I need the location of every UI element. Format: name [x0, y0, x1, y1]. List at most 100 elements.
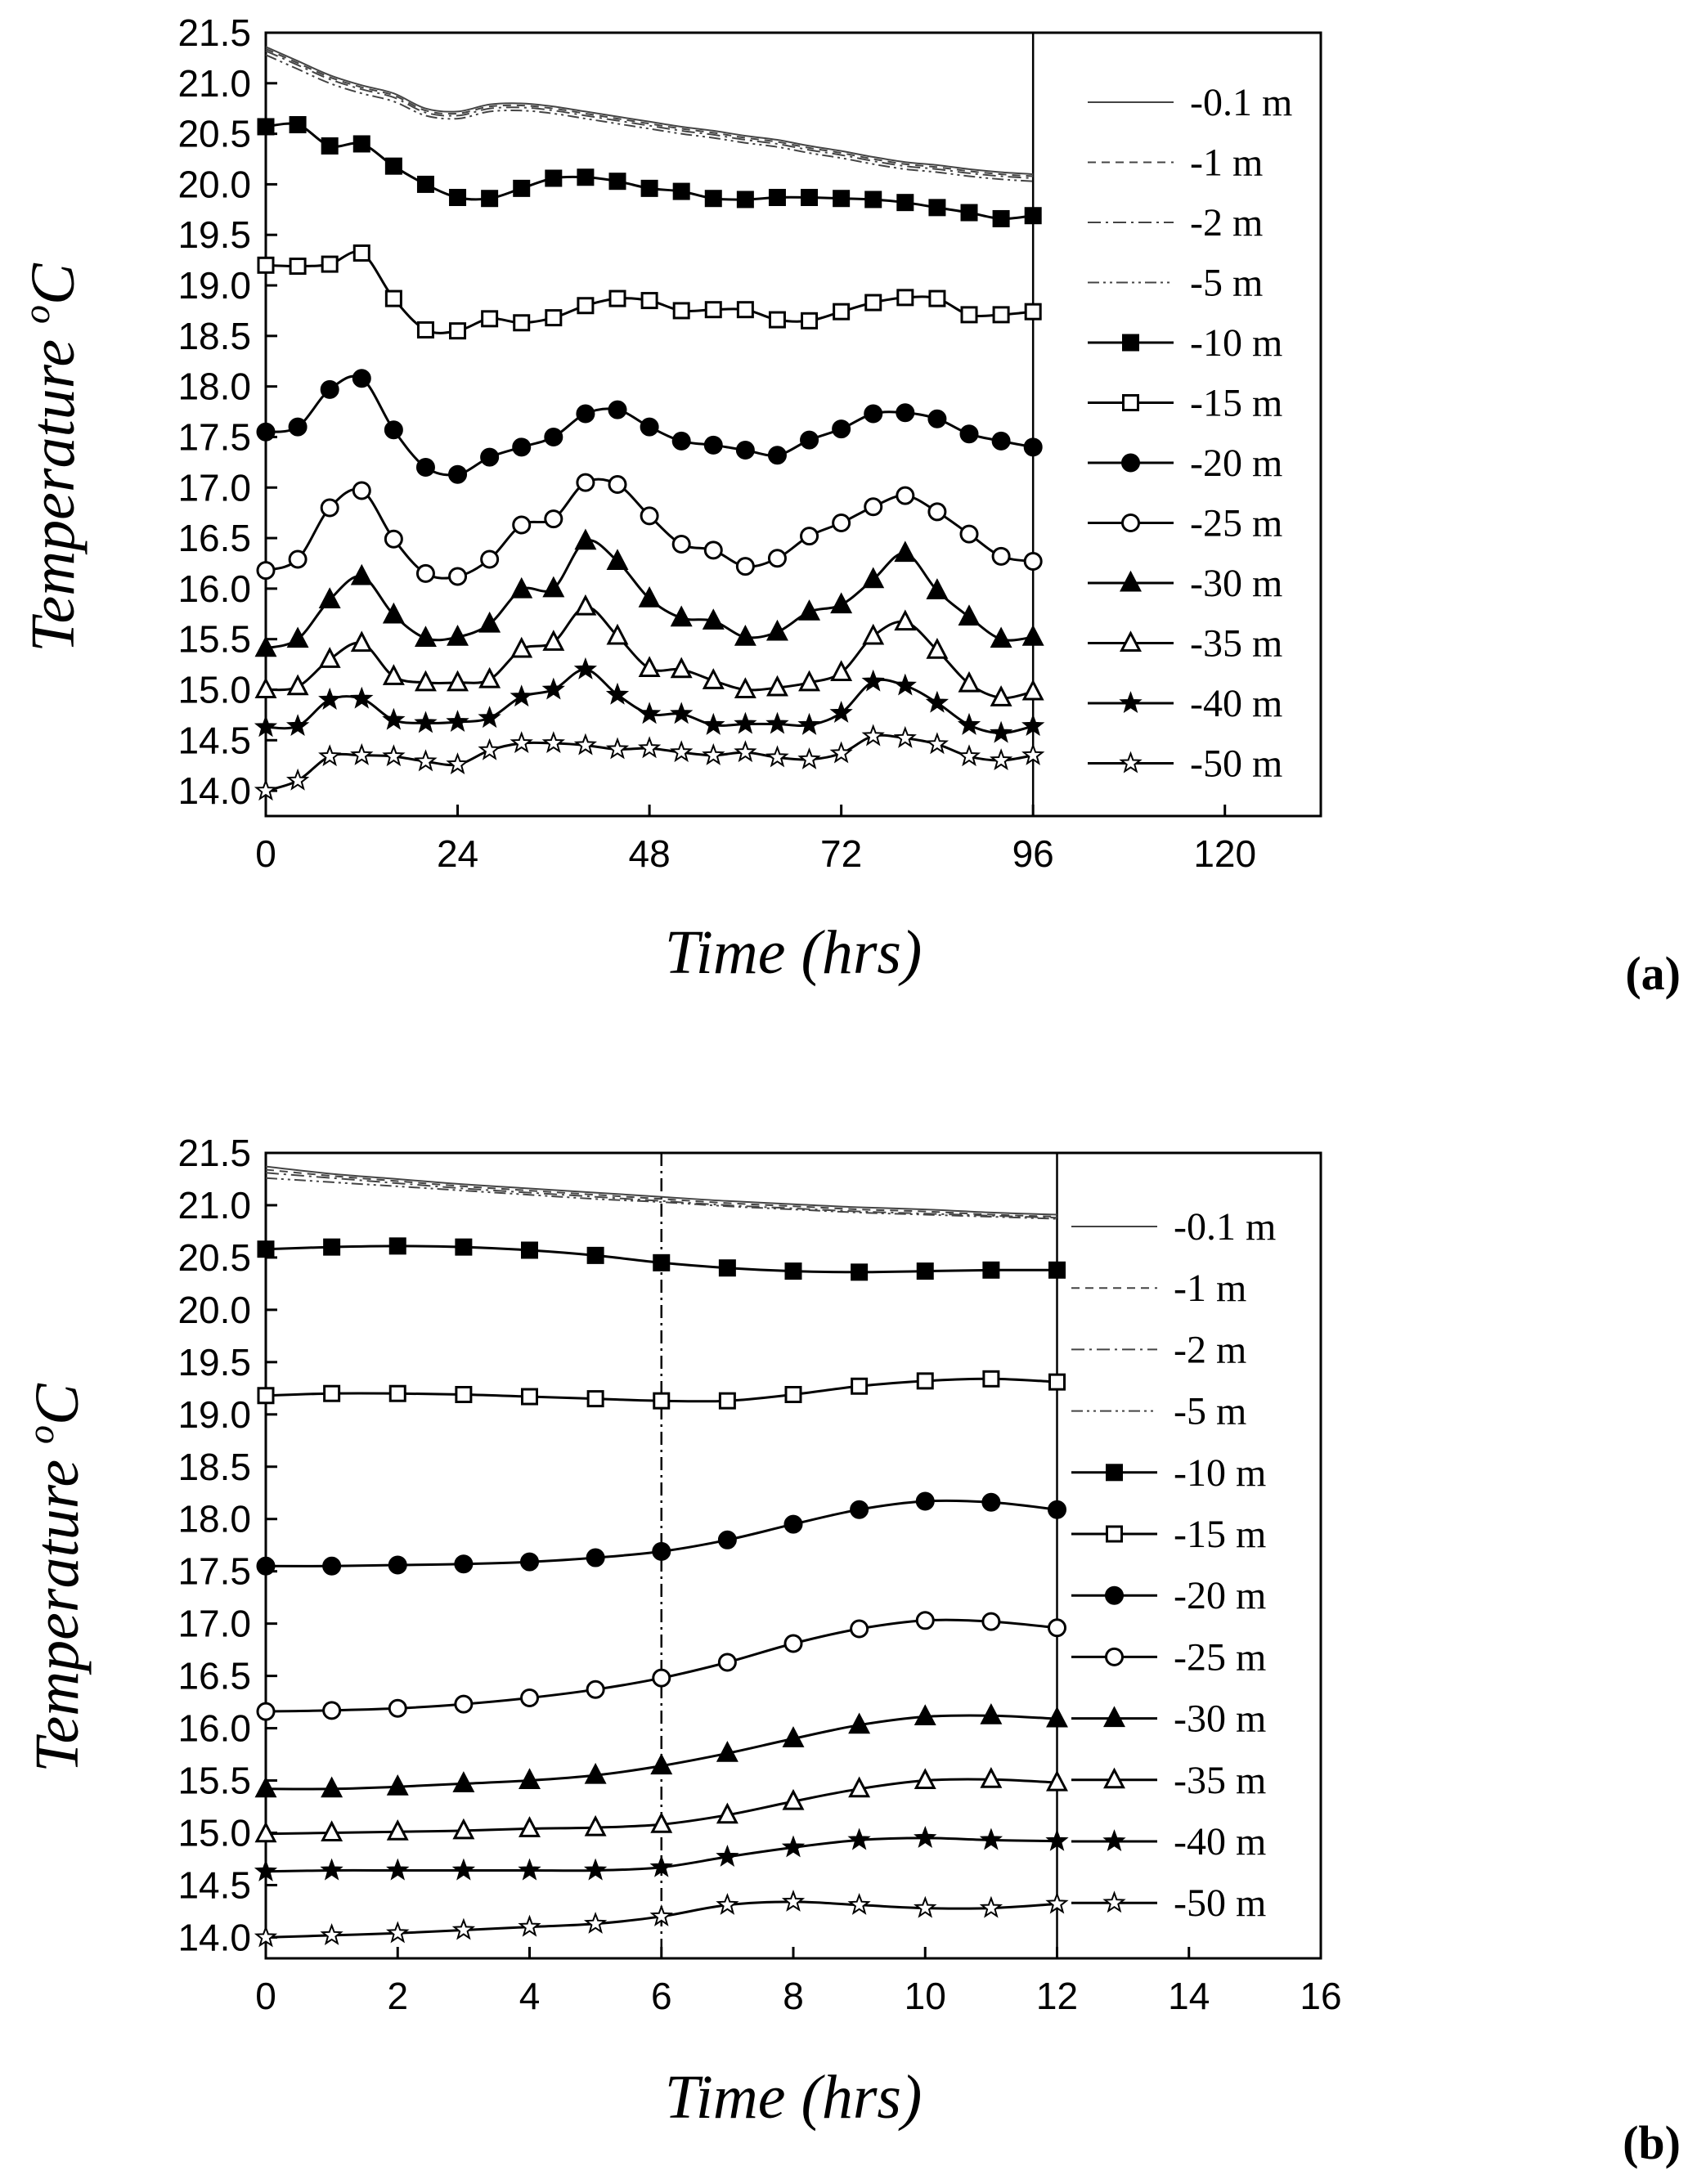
panel-a-legend-label: -2 m	[1190, 201, 1263, 244]
panel-a-y-tick-label: 15.5	[177, 618, 251, 661]
panel-b-data-point	[451, 1858, 476, 1881]
panel-a-data-point	[927, 409, 947, 428]
panel-b-data-point	[914, 1895, 937, 1918]
panel-a-data-point	[321, 255, 339, 273]
panel-a-data-point	[736, 191, 754, 209]
panel-a-data-point	[513, 314, 531, 332]
panel-b-data-point	[914, 1704, 936, 1725]
panel-b-data-point	[784, 1386, 802, 1403]
panel-a-data-point	[767, 446, 787, 465]
panel-b-legend-marker	[1102, 1890, 1126, 1913]
panel-a-legend-label: -10 m	[1190, 321, 1282, 365]
panel-a-data-point	[320, 498, 339, 518]
panel-a-legend-label: -0.1 m	[1190, 81, 1292, 124]
panel-a-data-point	[382, 707, 406, 730]
panel-b-data-point	[254, 1776, 277, 1798]
panel-a-legend-label: -35 m	[1190, 622, 1282, 666]
panel-b-data-point	[323, 1238, 341, 1256]
panel-b-y-tick-label: 18.5	[177, 1446, 251, 1488]
panel-a-legend-marker	[1122, 334, 1139, 352]
panel-a-y-tick-label: 14.0	[177, 769, 251, 812]
panel-a-data-point	[350, 742, 374, 765]
panel-b-data-point	[716, 1741, 739, 1762]
panel-a-data-point	[318, 647, 341, 668]
panel-a-y-tick-label: 19.0	[177, 264, 251, 307]
panel-a-data-point	[542, 576, 565, 598]
panel-a-data-point	[734, 740, 757, 763]
panel-a-data-point	[384, 529, 403, 549]
panel-a-data-point	[862, 567, 885, 589]
panel-b-legend-marker	[1105, 1585, 1124, 1605]
panel-a-data-point	[801, 188, 819, 206]
panel-a-data-point	[991, 546, 1011, 566]
panel-a-data-point	[798, 599, 821, 621]
panel-a-legend-marker	[1122, 394, 1139, 411]
panel-b-data-point	[1048, 1261, 1066, 1279]
panel-b-series-01m	[265, 1165, 1057, 1216]
panel-a-data-point	[288, 549, 308, 569]
panel-b-y-axis-title: Temperature oC	[20, 1383, 92, 1773]
panel-a-data-point	[928, 199, 946, 217]
panel-a-data-point	[765, 745, 789, 768]
panel-a-y-tick-label: 16.0	[177, 567, 251, 610]
panel-a-data-point	[960, 306, 978, 324]
panel-b-series-line	[265, 1168, 1057, 1218]
panel-b-data-point	[982, 1370, 1000, 1388]
panel-b-x-tick-label: 6	[651, 1975, 672, 2017]
panel-a-data-point	[735, 441, 755, 460]
panel-b-data-point	[1045, 1891, 1069, 1914]
panel-a-data-point	[833, 190, 851, 208]
panel-a-data-point	[541, 731, 565, 754]
panel-b-data-point	[256, 1702, 276, 1721]
panel-a-data-point	[765, 711, 789, 734]
panel-b-data-point	[717, 1530, 737, 1549]
panel-a-series-2m	[265, 50, 1034, 179]
panel-a-data-point	[896, 194, 914, 212]
panel-a-data-point	[959, 524, 979, 544]
panel-a-data-point	[510, 576, 533, 599]
panel-a-data-point	[896, 403, 915, 423]
panel-b-data-point	[851, 1263, 869, 1281]
panel-a-data-point	[765, 675, 788, 697]
panel-b-data-point	[782, 1788, 805, 1810]
panel-b-data-point	[981, 1612, 1001, 1631]
panel-a-data-point	[832, 513, 851, 533]
panel-a-data-point	[670, 657, 693, 679]
panel-b-data-point	[916, 1262, 934, 1280]
panel-a-data-point	[925, 732, 950, 755]
panel-a-data-point	[637, 702, 662, 724]
panel-a-data-point	[574, 594, 597, 616]
panel-a-data-point	[541, 677, 565, 700]
panel-a-data-point	[576, 404, 595, 424]
panel-a-data-point	[289, 115, 307, 133]
panel-a-data-point	[864, 404, 883, 424]
panel-a-data-point	[798, 670, 821, 692]
panel-b-data-point	[1046, 1769, 1068, 1792]
panel-b-data-point	[520, 1552, 539, 1572]
panel-a-legend-marker	[1119, 691, 1143, 714]
panel-b-series-line	[265, 1172, 1057, 1219]
panel-a-data-point	[894, 540, 917, 563]
panel-a-label: (a)	[1625, 947, 1681, 1000]
panel-b-data-point	[586, 1679, 605, 1699]
panel-a-data-point	[1021, 624, 1044, 646]
panel-b-legend-label: -40 m	[1174, 1820, 1266, 1863]
panel-a-data-point	[925, 690, 950, 713]
panel-a-data-point	[640, 179, 658, 197]
panel-b-data-point	[320, 1858, 343, 1881]
panel-b-y-tick-label: 21.0	[177, 1184, 251, 1227]
panel-b-series-line	[265, 1177, 1057, 1220]
panel-a-data-point	[512, 515, 532, 535]
panel-a-data-point	[896, 486, 915, 505]
panel-b-legend-marker	[1105, 1647, 1124, 1666]
panel-b-data-point	[388, 1698, 407, 1718]
panel-b-data-point	[586, 1548, 605, 1567]
panel-a-data-point	[608, 475, 627, 495]
panel-a-series-01m	[265, 46, 1034, 176]
panel-b-data-point	[914, 1768, 936, 1790]
panel-b-data-point	[649, 1904, 673, 1926]
panel-a-series-30m	[254, 528, 1044, 657]
panel-b-data-point	[455, 1238, 473, 1256]
panel-a-y-axis-title-unit: C	[19, 262, 88, 305]
panel-a-data-point	[382, 602, 405, 624]
